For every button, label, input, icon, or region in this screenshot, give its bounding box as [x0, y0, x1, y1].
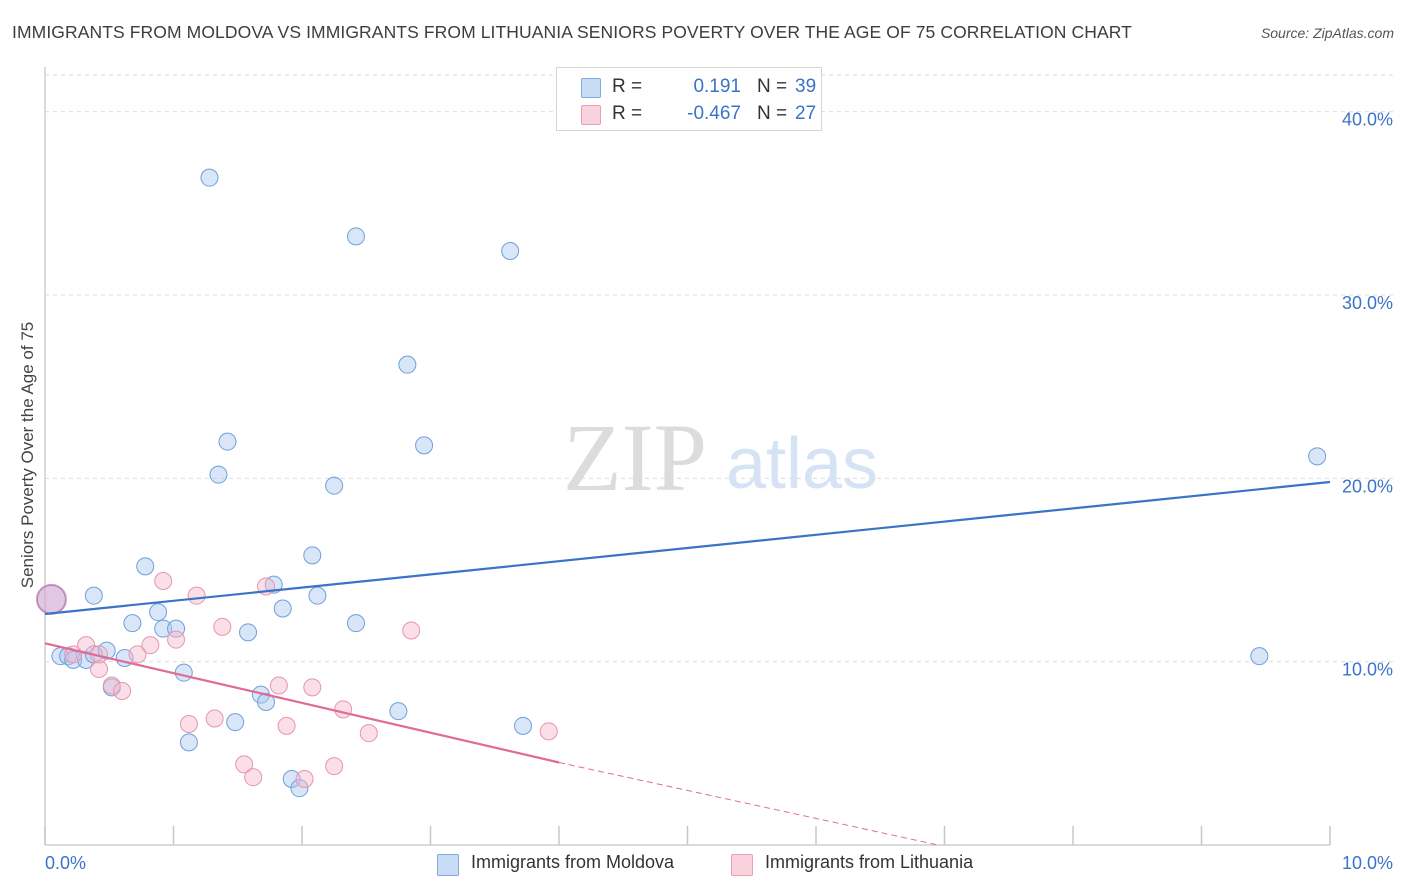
moldova-point — [200, 168, 219, 187]
lithuania-point — [235, 755, 254, 774]
moldova-point — [154, 619, 173, 638]
moldova-point — [123, 614, 142, 633]
grid-lines — [45, 74, 1395, 663]
lithuania-point — [539, 722, 558, 741]
moldova-point — [149, 603, 168, 622]
moldova-point — [218, 432, 237, 451]
moldova-point — [398, 355, 417, 374]
lithuania-point — [154, 572, 173, 590]
lithuania-point — [167, 630, 186, 649]
lithuania-point — [102, 676, 121, 695]
moldova-point — [273, 599, 292, 618]
lithuania-trend-extension — [558, 762, 939, 846]
legend-swatch-moldova — [581, 78, 601, 98]
y-tick-label: 40.0% — [1342, 110, 1393, 130]
moldova-point — [136, 557, 155, 576]
lithuania-point — [205, 709, 224, 728]
lithuania-point — [359, 724, 378, 743]
y-tick-label: 20.0% — [1342, 476, 1393, 496]
lithuania-point — [113, 682, 132, 700]
lithuania-point — [244, 768, 263, 787]
x-tick-label: 0.0% — [45, 853, 86, 873]
lithuania-point — [141, 636, 160, 655]
lithuania-point — [295, 770, 314, 788]
moldova-point — [308, 586, 327, 605]
axes — [44, 67, 1331, 846]
moldova-point — [84, 586, 103, 605]
legend-n-value: 39 — [795, 76, 817, 97]
moldova-trend-line — [44, 480, 1331, 616]
lithuania-point — [334, 700, 353, 719]
moldova-point — [325, 476, 344, 495]
moldova-point — [226, 713, 245, 732]
moldova-point — [303, 546, 322, 565]
moldova-point — [209, 465, 228, 484]
moldova-point — [346, 227, 365, 246]
legend-label-moldova: Immigrants from Moldova — [471, 852, 675, 872]
legend-r-label: R = — [612, 103, 643, 124]
stats-legend: R = 0.191 N = 39 R = -0.467 N = 27 — [556, 67, 822, 131]
lithuania-point — [89, 660, 108, 678]
moldova-point — [64, 650, 83, 669]
lithuania-point — [303, 678, 322, 697]
moldova-point — [389, 702, 408, 721]
moldova-point — [1308, 447, 1327, 466]
moldova-point — [346, 614, 365, 633]
legend-n-label: N = — [757, 76, 788, 97]
moldova-point — [174, 663, 193, 682]
legend-swatch-moldova — [437, 854, 459, 876]
moldova-point — [415, 436, 434, 455]
moldova-point — [514, 716, 533, 735]
legend-label-lithuania: Immigrants from Lithuania — [765, 852, 974, 872]
lithuania-point — [213, 617, 232, 636]
x-tick-label: 10.0% — [1342, 853, 1393, 873]
moldova-point — [290, 779, 309, 798]
legend-n-value: 27 — [795, 103, 817, 124]
lithuania-point — [277, 716, 296, 735]
legend-swatch-lithuania — [581, 105, 601, 125]
moldova-point — [282, 770, 301, 788]
y-tick-label: 30.0% — [1342, 293, 1393, 313]
source-label: Source: ZipAtlas.com — [1260, 25, 1394, 41]
lithuania-point — [128, 645, 147, 664]
tick-labels: 10.0% 20.0% 30.0% 40.0% 0.0% 10.0% — [45, 110, 1393, 873]
data-points — [35, 168, 1327, 798]
moldova-point — [36, 584, 66, 614]
lithuania-trend-line — [44, 642, 560, 764]
moldova-point — [1250, 647, 1269, 666]
y-axis-label: Seniors Poverty Over the Age of 75 — [18, 321, 37, 589]
legend-n-label: N = — [757, 103, 788, 124]
moldova-point — [264, 575, 283, 594]
lithuania-point — [325, 757, 344, 776]
lithuania-point — [269, 676, 288, 695]
legend-r-label: R = — [612, 76, 643, 97]
lithuania-point — [179, 715, 198, 733]
trend-lines — [44, 480, 1331, 846]
watermark: ZIP atlas — [563, 404, 878, 511]
watermark-atlas: atlas — [726, 424, 878, 504]
moldova-point — [179, 733, 198, 752]
moldova-point — [239, 623, 258, 642]
y-tick-label: 10.0% — [1342, 660, 1393, 680]
legend-swatch-lithuania — [731, 854, 753, 876]
legend-r-value: -0.467 — [687, 103, 741, 124]
chart-title: IMMIGRANTS FROM MOLDOVA VS IMMIGRANTS FR… — [12, 22, 1132, 42]
lithuania-point — [187, 586, 206, 605]
moldova-point — [167, 619, 186, 638]
watermark-zip: ZIP — [563, 404, 707, 511]
legend-r-value: 0.191 — [693, 76, 741, 97]
moldova-point — [501, 242, 520, 260]
lithuania-point — [402, 621, 421, 640]
